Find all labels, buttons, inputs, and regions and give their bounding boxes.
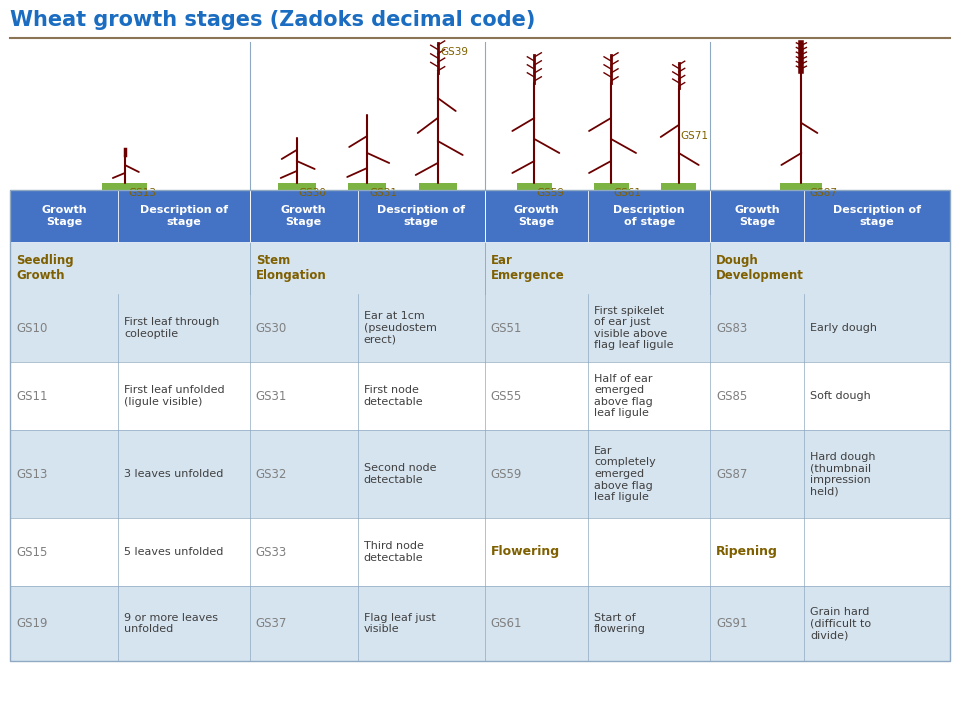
Text: GS11: GS11 <box>16 390 47 402</box>
Bar <box>485 190 588 242</box>
Text: GS30: GS30 <box>255 322 287 335</box>
Text: Growth
Stage: Growth Stage <box>41 205 86 227</box>
Text: Ear
completely
emerged
above flag
leaf ligule: Ear completely emerged above flag leaf l… <box>594 446 656 503</box>
Text: Early dough: Early dough <box>810 323 877 333</box>
Text: GS85: GS85 <box>716 390 748 402</box>
Text: GS87: GS87 <box>809 188 837 198</box>
Text: GS15: GS15 <box>16 546 47 559</box>
Text: Growth
Stage: Growth Stage <box>734 205 780 227</box>
Bar <box>10 430 950 518</box>
Bar <box>661 183 696 190</box>
Bar <box>118 190 250 242</box>
Bar <box>103 183 147 190</box>
Text: GS37: GS37 <box>255 617 287 630</box>
Text: GS51: GS51 <box>491 322 522 335</box>
Bar <box>593 183 629 190</box>
Text: GS19: GS19 <box>16 617 47 630</box>
Text: Soft dough: Soft dough <box>810 391 871 401</box>
Text: GS13: GS13 <box>16 467 47 480</box>
Text: 9 or more leaves
unfolded: 9 or more leaves unfolded <box>124 613 218 634</box>
Bar <box>419 183 457 190</box>
Bar <box>358 190 485 242</box>
Text: Ripening: Ripening <box>716 546 779 559</box>
Text: GS59: GS59 <box>491 467 522 480</box>
Text: Growth
Stage: Growth Stage <box>514 205 560 227</box>
Bar <box>10 190 118 242</box>
Text: Third node
detectable: Third node detectable <box>364 541 423 563</box>
Bar <box>10 242 250 294</box>
Text: Grain hard
(difficult to
divide): Grain hard (difficult to divide) <box>810 607 872 640</box>
Bar <box>10 190 950 661</box>
Text: GS31: GS31 <box>255 390 287 402</box>
Text: GS61: GS61 <box>613 188 641 198</box>
Text: GS32: GS32 <box>255 467 287 480</box>
Text: Description of
stage: Description of stage <box>833 205 922 227</box>
Text: First leaf through
coleoptile: First leaf through coleoptile <box>124 318 220 339</box>
Text: GS83: GS83 <box>716 322 748 335</box>
Bar <box>588 190 710 242</box>
Bar <box>348 183 386 190</box>
Bar <box>485 242 710 294</box>
Text: Ear at 1cm
(pseudostem
erect): Ear at 1cm (pseudostem erect) <box>364 311 437 345</box>
Text: Half of ear
emerged
above flag
leaf ligule: Half of ear emerged above flag leaf ligu… <box>594 374 653 418</box>
Bar <box>10 518 950 586</box>
Bar <box>10 294 950 362</box>
Text: GS61: GS61 <box>491 617 522 630</box>
Text: GS91: GS91 <box>716 617 748 630</box>
Text: Growth
Stage: Growth Stage <box>281 205 326 227</box>
Text: GS30: GS30 <box>299 188 326 198</box>
Text: Description of
stage: Description of stage <box>140 205 228 227</box>
Text: Hard dough
(thumbnail
impression
held): Hard dough (thumbnail impression held) <box>810 451 876 496</box>
Text: GS13: GS13 <box>129 188 156 198</box>
Text: GS87: GS87 <box>716 467 748 480</box>
Text: First spikelet
of ear just
visible above
flag leaf ligule: First spikelet of ear just visible above… <box>594 305 674 351</box>
Text: Description of
stage: Description of stage <box>377 205 466 227</box>
Text: Description
of stage: Description of stage <box>613 205 685 227</box>
Text: First node
detectable: First node detectable <box>364 385 423 407</box>
Bar <box>250 242 485 294</box>
Text: Stem
Elongation: Stem Elongation <box>255 254 326 282</box>
Text: Second node
detectable: Second node detectable <box>364 463 436 485</box>
Text: First leaf unfolded
(ligule visible): First leaf unfolded (ligule visible) <box>124 385 225 407</box>
Text: Flag leaf just
visible: Flag leaf just visible <box>364 613 436 634</box>
Bar <box>516 183 552 190</box>
Text: GS59: GS59 <box>537 188 564 198</box>
Text: GS10: GS10 <box>16 322 47 335</box>
Bar <box>804 190 950 242</box>
Text: Seedling
Growth: Seedling Growth <box>16 254 74 282</box>
Text: GS39: GS39 <box>441 47 468 57</box>
Bar <box>277 183 316 190</box>
Bar <box>710 190 804 242</box>
Text: Start of
flowering: Start of flowering <box>594 613 646 634</box>
Bar <box>250 190 358 242</box>
Text: Wheat growth stages (Zadoks decimal code): Wheat growth stages (Zadoks decimal code… <box>10 10 536 30</box>
Text: 3 leaves unfolded: 3 leaves unfolded <box>124 469 224 479</box>
Text: Dough
Development: Dough Development <box>716 254 804 282</box>
Text: GS71: GS71 <box>681 131 708 141</box>
Bar <box>10 586 950 661</box>
Text: Ear
Emergence: Ear Emergence <box>491 254 564 282</box>
Text: GS55: GS55 <box>491 390 522 402</box>
Text: GS33: GS33 <box>255 546 287 559</box>
Bar <box>10 362 950 430</box>
Text: GS31: GS31 <box>370 188 397 198</box>
Text: Flowering: Flowering <box>491 546 560 559</box>
Bar <box>710 242 950 294</box>
Text: 5 leaves unfolded: 5 leaves unfolded <box>124 547 224 557</box>
Bar <box>780 183 823 190</box>
